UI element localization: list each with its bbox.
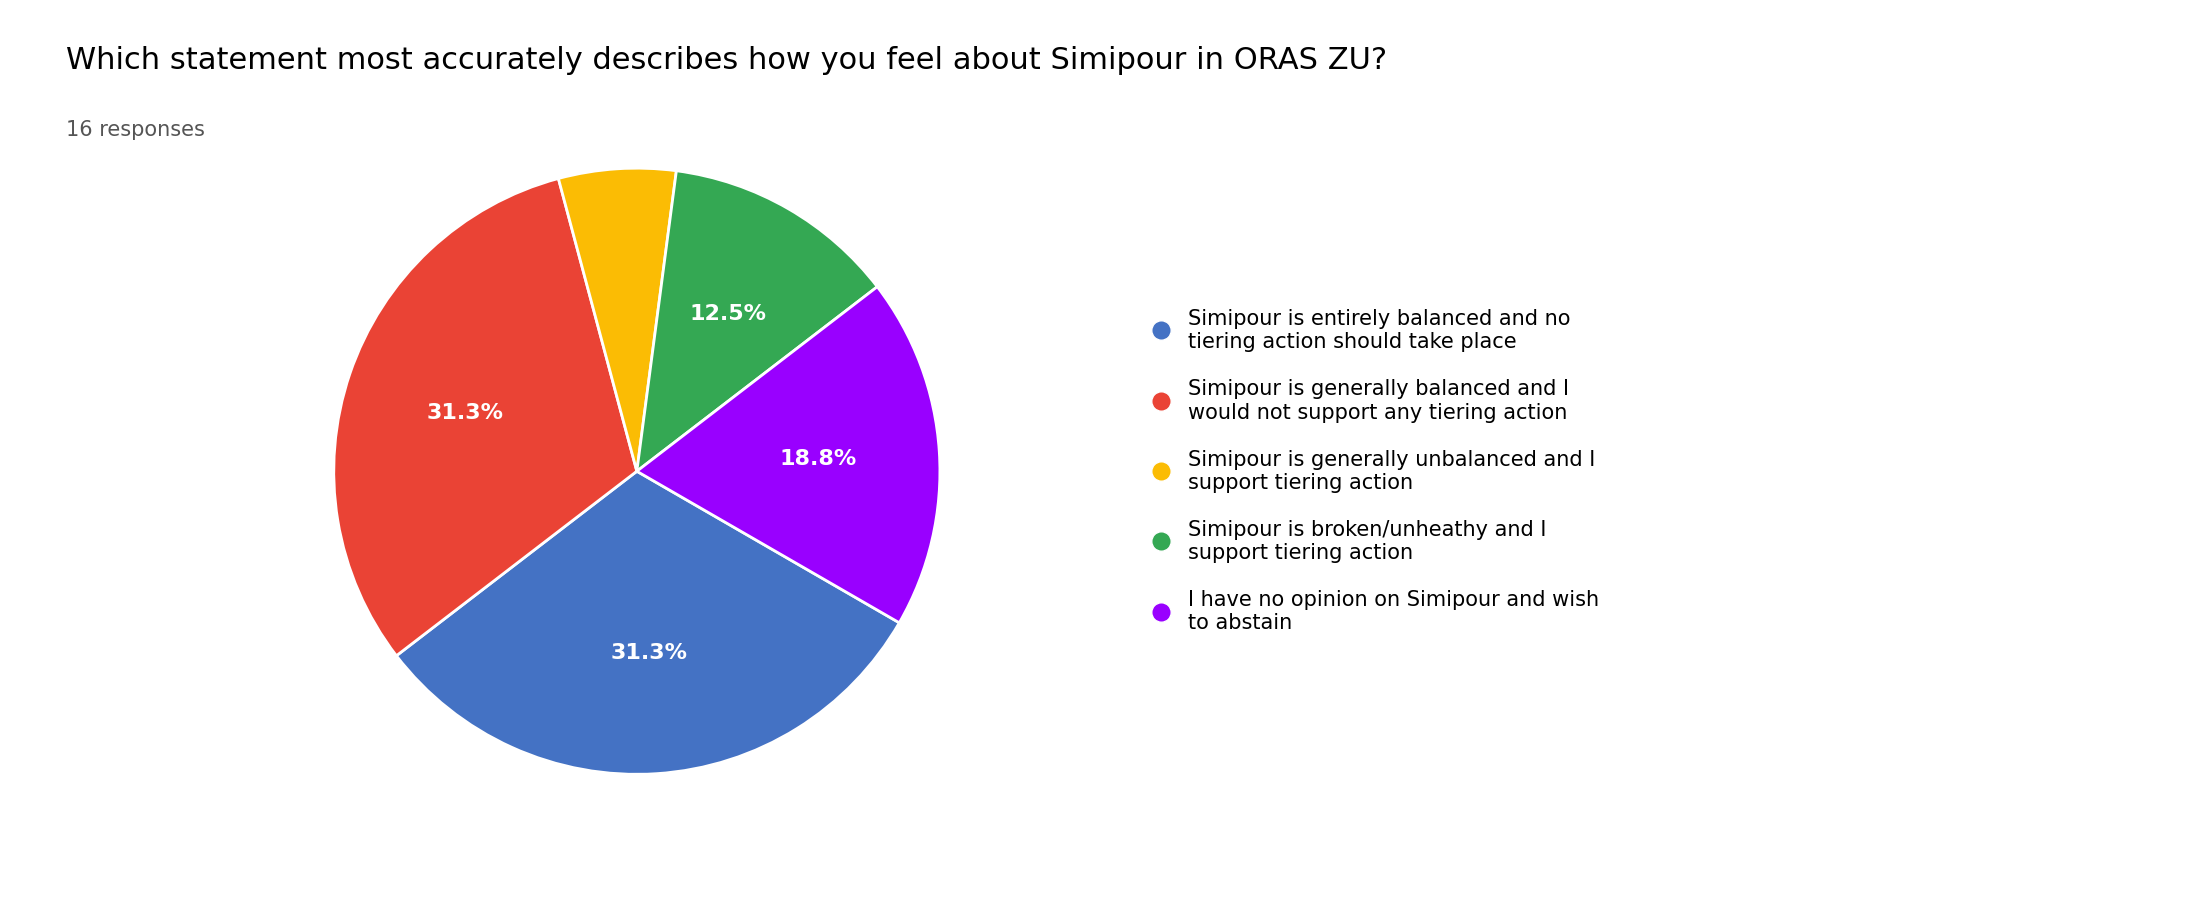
Wedge shape: [334, 178, 637, 656]
Wedge shape: [637, 286, 940, 623]
Text: 31.3%: 31.3%: [426, 403, 503, 423]
Text: 31.3%: 31.3%: [610, 643, 687, 663]
Text: Which statement most accurately describes how you feel about Simipour in ORAS ZU: Which statement most accurately describe…: [66, 46, 1388, 75]
Legend: Simipour is entirely balanced and no
tiering action should take place, Simipour : Simipour is entirely balanced and no tie…: [1140, 298, 1610, 644]
Text: 18.8%: 18.8%: [780, 449, 856, 469]
Text: 16 responses: 16 responses: [66, 120, 204, 140]
Text: 12.5%: 12.5%: [690, 304, 766, 323]
Wedge shape: [637, 171, 876, 471]
Wedge shape: [558, 168, 676, 471]
Wedge shape: [397, 471, 900, 774]
